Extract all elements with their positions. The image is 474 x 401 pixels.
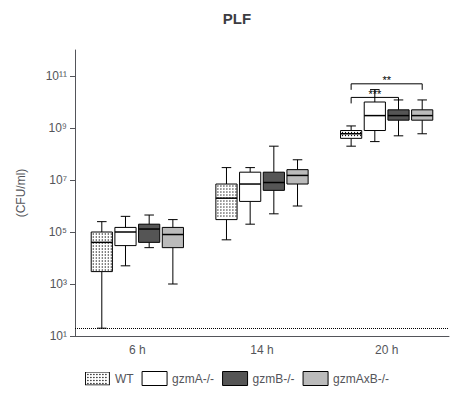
- svg-text:***: ***: [368, 88, 382, 100]
- svg-text:10³: 10³: [50, 277, 67, 291]
- svg-text:WT: WT: [115, 372, 134, 386]
- svg-text:6 h: 6 h: [129, 343, 146, 357]
- svg-text:gzmB-/-: gzmB-/-: [253, 372, 295, 386]
- svg-text:gzmA-/-: gzmA-/-: [172, 372, 214, 386]
- svg-text:10¹¹: 10¹¹: [46, 69, 67, 83]
- svg-text:14 h: 14 h: [250, 343, 273, 357]
- svg-text:gzmAxB-/-: gzmAxB-/-: [333, 372, 389, 386]
- svg-text:10⁹: 10⁹: [49, 121, 68, 135]
- svg-text:10⁵: 10⁵: [49, 225, 67, 239]
- svg-text:10⁷: 10⁷: [49, 173, 67, 187]
- svg-text:PLF: PLF: [223, 10, 251, 27]
- svg-text:**: **: [382, 74, 391, 86]
- svg-text:20 h: 20 h: [375, 343, 398, 357]
- svg-text:10¹: 10¹: [50, 329, 67, 343]
- svg-text:(CFU/ml): (CFU/ml): [14, 169, 28, 218]
